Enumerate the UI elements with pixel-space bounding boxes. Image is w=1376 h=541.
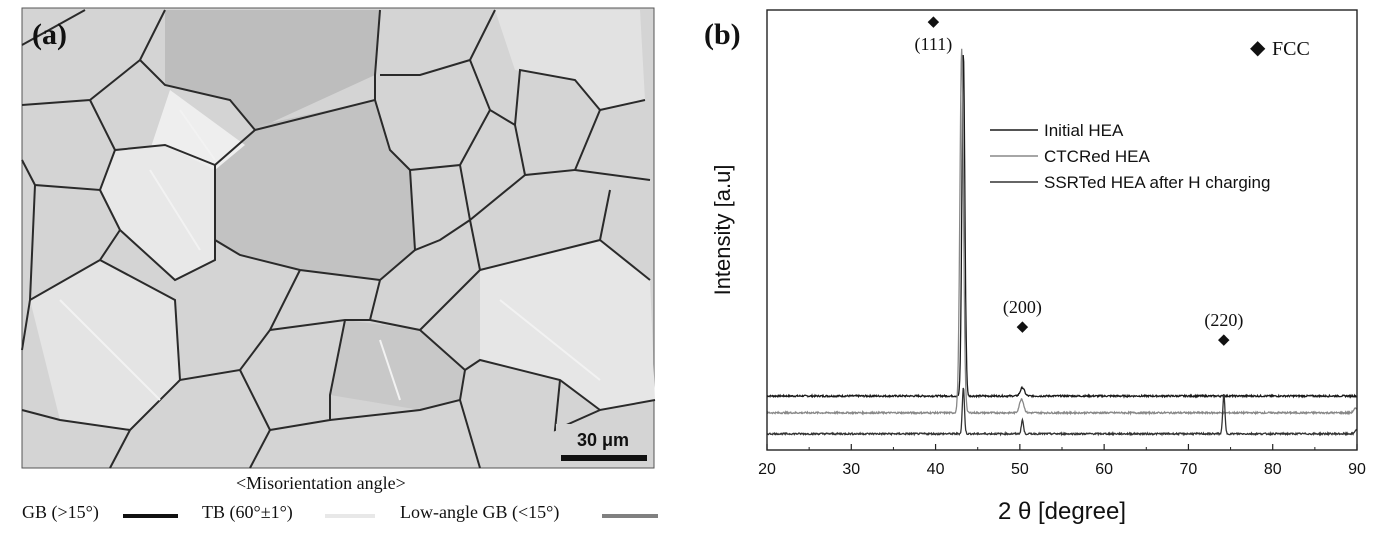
x-tick-label: 90: [1348, 461, 1366, 478]
panel-b-label: (b): [704, 18, 741, 51]
twin-boundary: [379, 339, 401, 401]
panel-a-label: (a): [32, 18, 67, 51]
grain-boundary: [249, 429, 271, 469]
grain-region: [100, 145, 215, 280]
xrd-plot: 20 30 40 50 60 70 80 90 2 θ [degree] Intensity …: [710, 9, 1366, 525]
grain-boundary: [99, 259, 301, 382]
twin-boundary: [149, 169, 201, 251]
phase-legend-marker: ◆: [1250, 37, 1266, 59]
grain-boundary: [574, 169, 651, 181]
grain-boundary: [380, 9, 496, 76]
plot-frame: [766, 9, 1358, 451]
panel-b-xrd-chart: (b) 20 30 40 50 60 70 80 90 2 θ [degree] Intens…: [690, 0, 1376, 541]
peak-marker: ◆: [1218, 332, 1230, 348]
grain-region: [330, 320, 465, 410]
grain-boundary: [89, 99, 216, 166]
grain-region: [215, 100, 415, 280]
grain-boundary: [214, 129, 256, 166]
x-tick-label: 20: [758, 461, 776, 478]
legend-tb-line: [325, 514, 375, 518]
grain-boundary: [21, 9, 166, 106]
grain-boundary: [21, 409, 131, 431]
grain-boundary: [409, 169, 471, 252]
y-axis-label: Intensity [a.u]: [710, 165, 735, 296]
series-line-0: [766, 54, 1358, 399]
legend-tb-label: TB (60°±1°): [202, 502, 293, 522]
peak-marker: ◆: [928, 14, 940, 30]
grain-boundary: [514, 109, 601, 177]
x-tick-label: 40: [927, 461, 945, 478]
grain-boundary: [459, 399, 481, 469]
series-line-1: [766, 48, 1357, 416]
legend-label-2: SSRTed HEA after H charging: [1044, 173, 1270, 192]
scale-bar: [561, 455, 647, 461]
grain-region: [165, 10, 380, 130]
grain-boundary: [21, 9, 86, 46]
grain-boundary: [553, 379, 601, 432]
series-line-2: [766, 387, 1358, 437]
grain-boundary: [469, 189, 611, 272]
legend-lagb-label: Low-angle GB (<15°): [400, 502, 560, 522]
x-tick-label: 50: [1011, 461, 1029, 478]
grain-boundary: [214, 165, 381, 281]
grain-boundary: [28, 184, 121, 302]
twin-boundary: [499, 299, 601, 381]
legend-label-1: CTCRed HEA: [1044, 147, 1150, 166]
x-tick-label: 70: [1180, 461, 1198, 478]
peak-marker: ◆: [1017, 319, 1029, 335]
x-axis-label: 2 θ [degree]: [998, 498, 1126, 525]
scale-bar-label: 30 μm: [577, 430, 629, 450]
legend-label-0: Initial HEA: [1044, 121, 1124, 140]
x-tick-label: 30: [842, 461, 860, 478]
grain-boundary: [21, 149, 116, 192]
legend-title: <Misorientation angle>: [236, 473, 406, 493]
peak-label: (200): [1003, 297, 1042, 318]
grain-boundary: [99, 189, 216, 282]
grain-region: [480, 240, 655, 410]
legend-gb-label: GB (>15°): [22, 502, 99, 522]
grain-boundary: [374, 99, 411, 171]
twin-boundary: [179, 109, 216, 161]
legend-lagb-line: [602, 514, 658, 518]
panel-a-micrograph: 30 μm (a) <Misorientation angle> GB (>15…: [0, 0, 680, 541]
grain-boundary-map: 30 μm: [21, 7, 656, 469]
grain-boundary: [599, 239, 651, 281]
legend-gb-line: [123, 514, 178, 518]
x-tick-label: 80: [1264, 461, 1282, 478]
x-tick-label: 60: [1095, 461, 1113, 478]
grain-region: [495, 10, 645, 110]
phase-legend-label: FCC: [1272, 38, 1310, 60]
grain-boundary: [21, 299, 31, 351]
peak-label: (220): [1204, 310, 1243, 331]
twin-boundary: [59, 299, 161, 401]
peak-label: (111): [915, 34, 953, 55]
